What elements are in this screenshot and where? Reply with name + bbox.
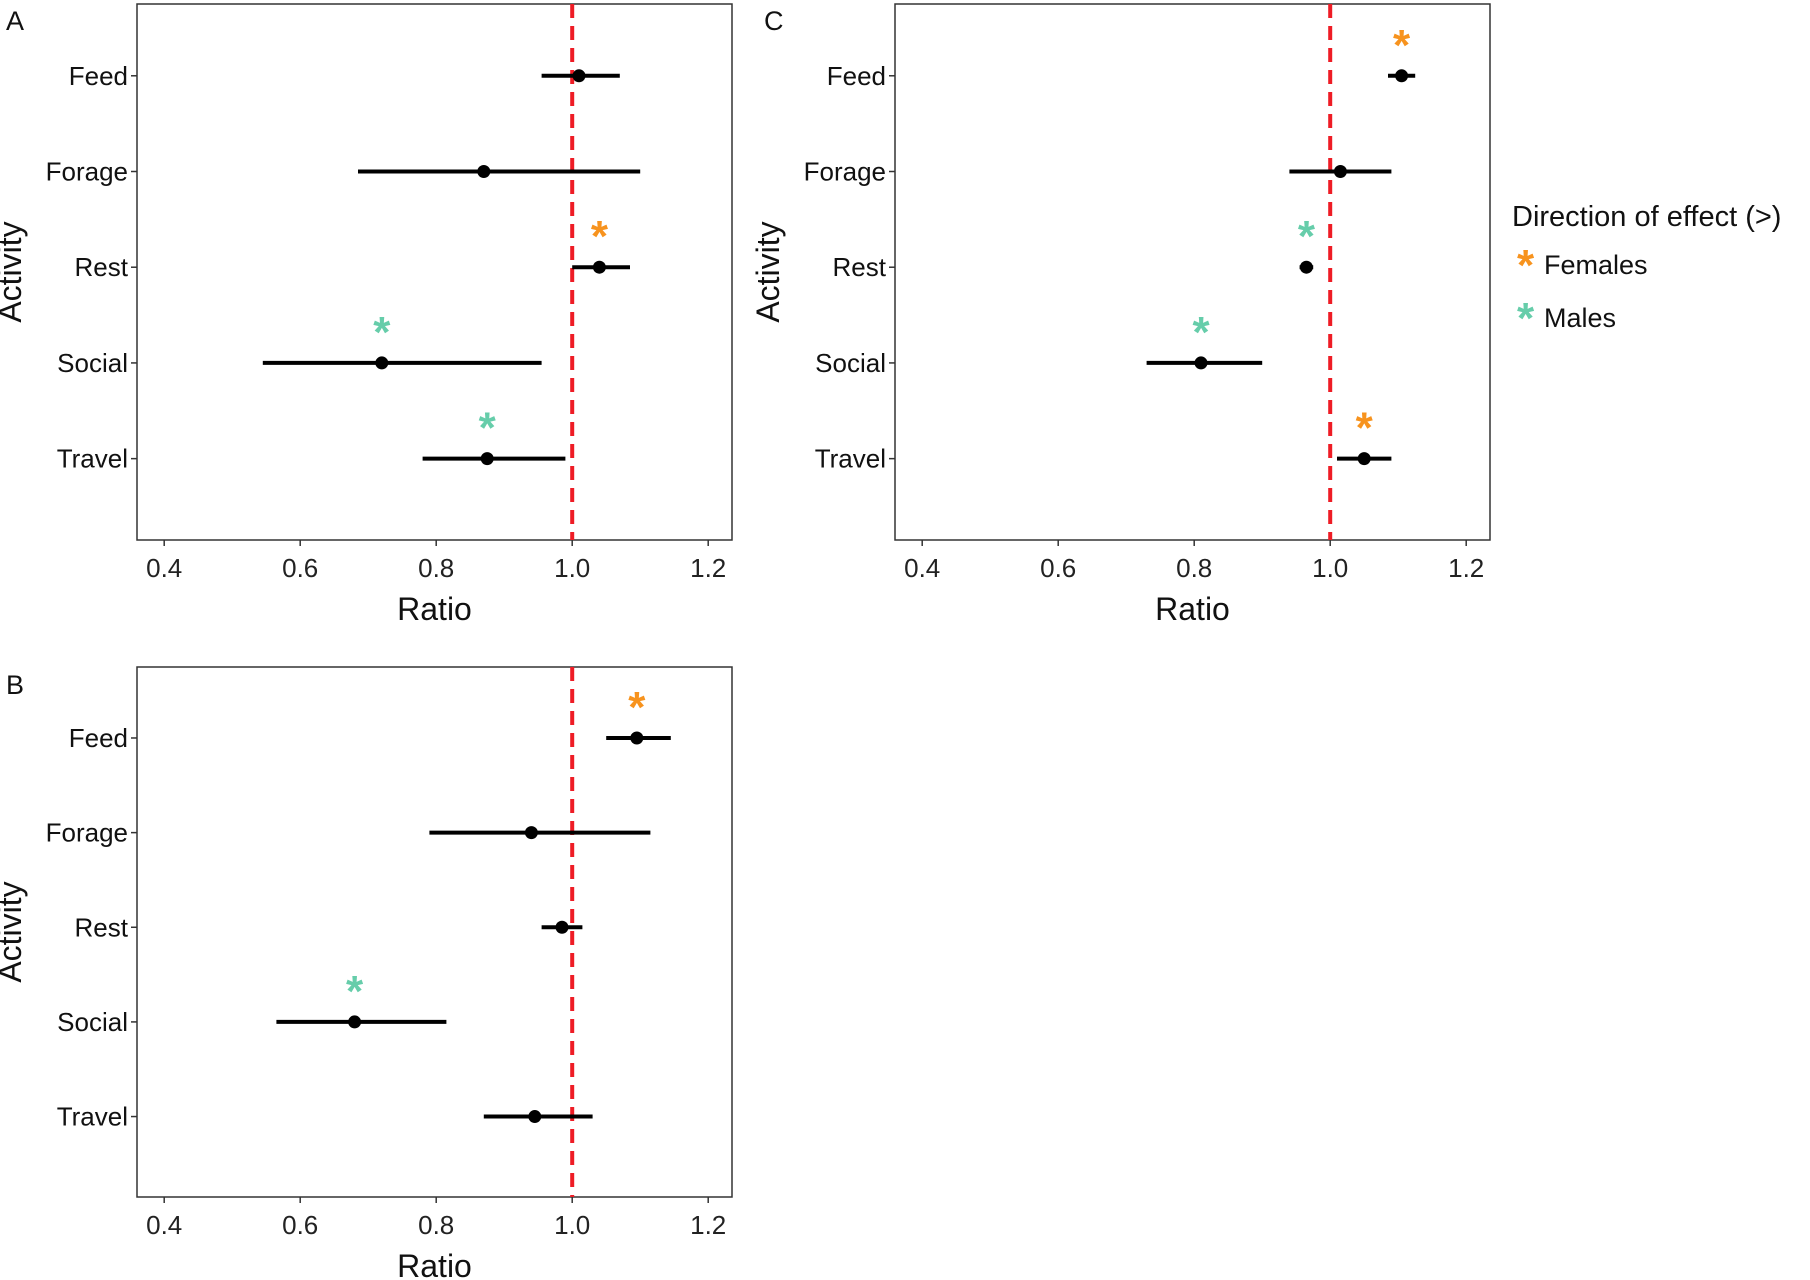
panel-c: C Feed Forage Rest Social Travel 0.4 0.6 0.8 1.0 1…: [750, 3, 1491, 627]
y-tick-label-feed: Feed: [827, 61, 886, 91]
sig-marker-rest: *: [591, 212, 609, 261]
panel-label-b: B: [6, 670, 24, 700]
y-tick-label-travel: Travel: [815, 444, 886, 474]
x-tick-label: 0.6: [282, 1210, 318, 1240]
panel-label-a: A: [6, 6, 24, 36]
sig-marker-travel: *: [1356, 404, 1374, 453]
panel-b-y-axis-title: Activity: [0, 881, 28, 982]
y-tick-label-feed: Feed: [69, 723, 128, 753]
legend: Direction of effect (>) * Females * Male…: [1512, 201, 1781, 343]
sig-marker-social: *: [373, 308, 391, 357]
x-tick-label: 0.8: [1176, 553, 1212, 583]
point-rest: [555, 920, 569, 934]
sig-marker-feed: *: [1393, 21, 1411, 70]
panels-group: A Feed Forage Rest Social Travel 0.4 0.6 0.8 1.0 1…: [0, 3, 1491, 1280]
point-social: [348, 1015, 362, 1029]
panel-a-frame: [136, 3, 733, 541]
panel-a-y-axis-title: Activity: [0, 221, 28, 322]
point-feed: [572, 69, 586, 83]
x-tick-label: 0.6: [1040, 553, 1076, 583]
y-tick-label-rest: Rest: [75, 912, 129, 942]
x-tick-label: 0.4: [146, 1210, 182, 1240]
point-forage: [524, 826, 538, 840]
panel-c-y-axis-title: Activity: [750, 221, 786, 322]
panel-b: B Feed Forage Rest Social Travel 0.4 0.6 0.8 1.0 1…: [0, 666, 733, 1280]
sig-marker-rest: *: [1298, 212, 1316, 261]
y-tick-label-travel: Travel: [57, 444, 128, 474]
legend-label-females: Females: [1544, 250, 1648, 280]
legend-symbol-females: *: [1517, 241, 1535, 290]
point-travel: [480, 452, 494, 466]
panel-c-x-axis-title: Ratio: [1155, 591, 1230, 627]
x-tick-label: 1.2: [690, 1210, 726, 1240]
point-feed: [630, 731, 644, 745]
y-tick-label-social: Social: [57, 1007, 128, 1037]
panel-label-c: C: [764, 6, 784, 36]
y-tick-label-forage: Forage: [804, 157, 886, 187]
point-rest: [592, 260, 606, 274]
y-tick-label-rest: Rest: [75, 252, 129, 282]
y-tick-label-forage: Forage: [46, 157, 128, 187]
x-tick-label: 1.2: [690, 553, 726, 583]
point-social: [1194, 356, 1208, 370]
x-tick-label: 1.0: [554, 553, 590, 583]
point-forage: [477, 165, 491, 178]
y-tick-label-travel: Travel: [57, 1102, 128, 1132]
y-tick-label-feed: Feed: [69, 61, 128, 91]
y-tick-label-forage: Forage: [46, 818, 128, 848]
panel-b-frame: [136, 666, 733, 1198]
sig-marker-travel: *: [479, 404, 497, 453]
panel-b-x-axis-title: Ratio: [397, 1248, 472, 1280]
legend-title: Direction of effect (>): [1512, 201, 1781, 233]
x-tick-label: 0.8: [418, 553, 454, 583]
x-tick-label: 0.4: [146, 553, 182, 583]
y-tick-label-social: Social: [815, 348, 886, 378]
legend-label-males: Males: [1544, 303, 1616, 333]
point-forage: [1333, 165, 1347, 178]
x-tick-label: 0.8: [418, 1210, 454, 1240]
point-travel: [528, 1110, 542, 1124]
panel-a: A Feed Forage Rest Social Travel 0.4 0.6 0.8 1.0 1…: [0, 3, 733, 627]
x-tick-label: 1.0: [1312, 553, 1348, 583]
x-tick-label: 1.0: [554, 1210, 590, 1240]
point-feed: [1395, 69, 1409, 83]
x-tick-label: 1.2: [1448, 553, 1484, 583]
point-travel: [1357, 452, 1371, 466]
sig-marker-social: *: [346, 967, 364, 1016]
sig-marker-social: *: [1192, 308, 1210, 357]
panel-a-x-axis-title: Ratio: [397, 591, 472, 627]
sig-marker-feed: *: [628, 683, 646, 732]
point-social: [375, 356, 389, 370]
y-tick-label-social: Social: [57, 348, 128, 378]
point-rest: [1299, 260, 1313, 274]
x-tick-label: 0.4: [904, 553, 940, 583]
legend-symbol-males: *: [1517, 294, 1535, 343]
y-tick-label-rest: Rest: [833, 252, 887, 282]
panel-c-frame: [894, 3, 1491, 541]
x-tick-label: 0.6: [282, 553, 318, 583]
